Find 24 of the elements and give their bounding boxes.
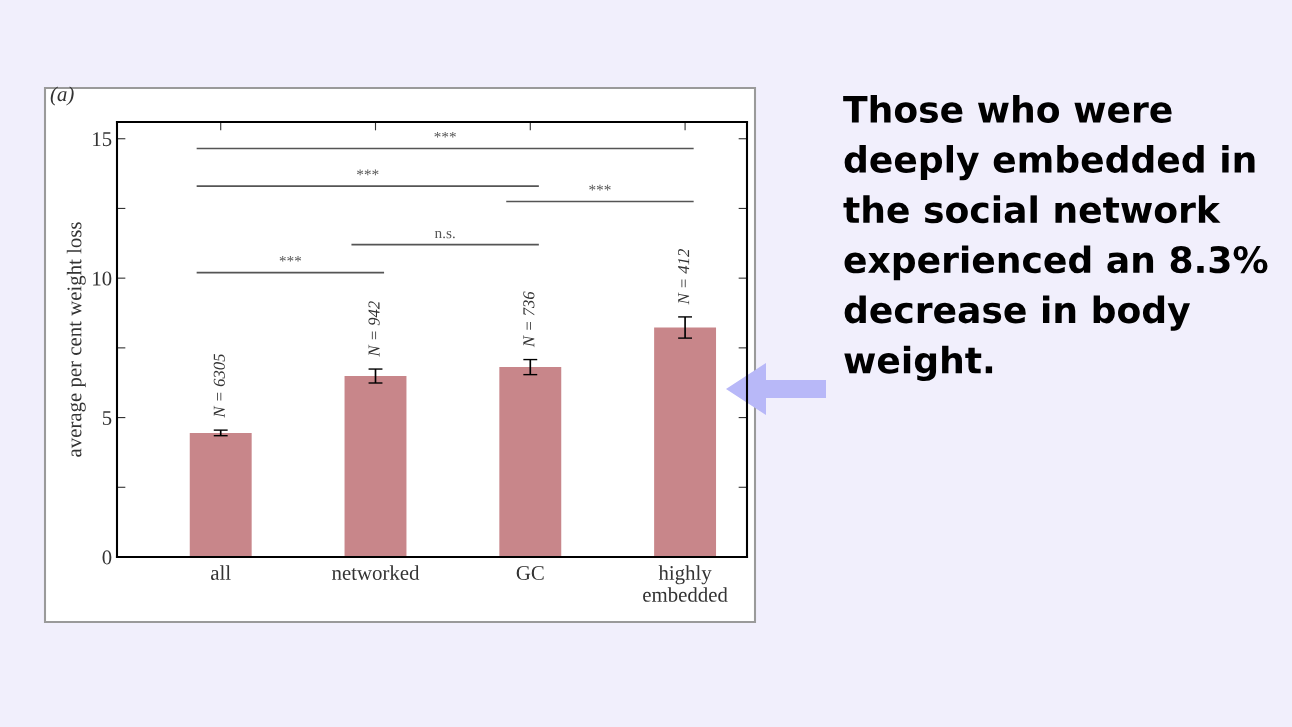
- text: (a): [50, 86, 74, 106]
- annotation: ***: [357, 169, 379, 176]
- annotation: ***: [279, 255, 302, 262]
- y-tick-label: 15: [93, 132, 112, 147]
- x-tick-label: GC: [516, 565, 544, 580]
- text: Those who were deeply embedded in the social network experienced an 8.3% decrease in body weight.: [843, 95, 1268, 381]
- annotation: N = 6305: [213, 354, 225, 418]
- annotation: N = 736: [523, 291, 535, 348]
- y-tick-label: 0: [102, 550, 112, 565]
- bar: [499, 367, 562, 557]
- annotation: N = 412: [678, 249, 690, 305]
- bar: [654, 327, 717, 557]
- annotation: ***: [589, 184, 611, 191]
- annotation: n.s.: [434, 230, 455, 239]
- x-tick-label: highly embedded: [643, 565, 728, 602]
- y-axis-title: average per cent weight loss: [66, 222, 86, 457]
- x-tick-label: all: [211, 565, 231, 580]
- y-tick-label: 10: [93, 271, 112, 286]
- bar: [189, 432, 252, 557]
- annotation: N = 942: [368, 301, 380, 357]
- annotation: ***: [434, 131, 456, 138]
- bar: [344, 376, 407, 557]
- y-tick-label: 5: [102, 411, 112, 426]
- x-tick-label: networked: [332, 565, 420, 580]
